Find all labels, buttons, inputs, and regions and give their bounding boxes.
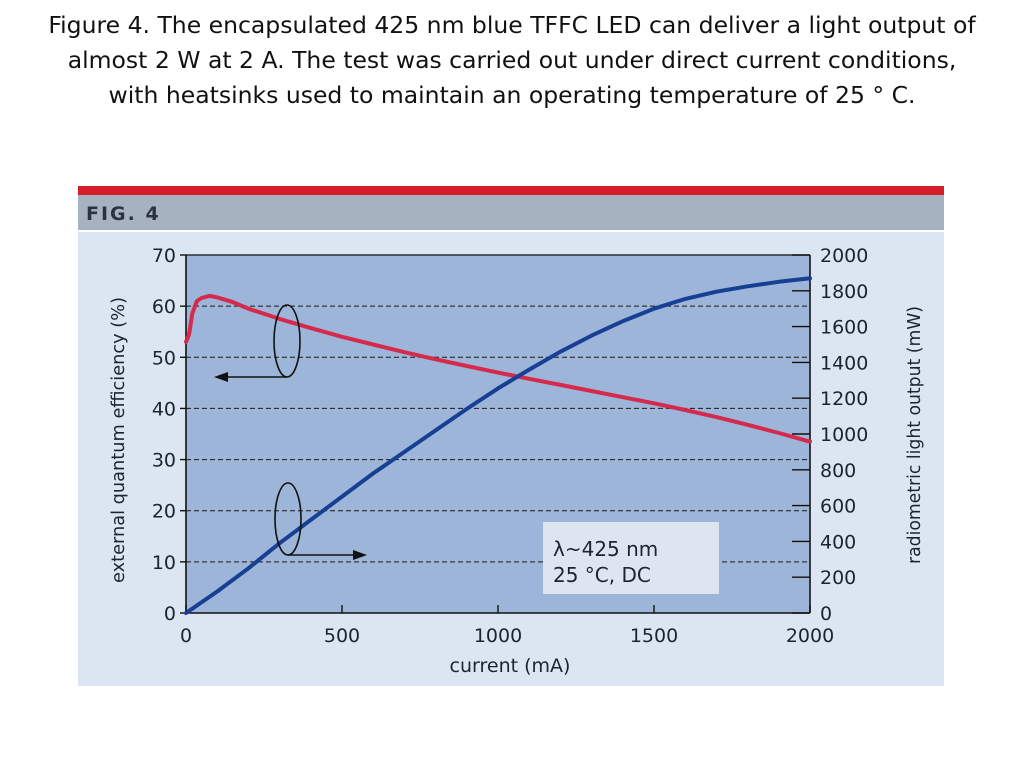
left-tick-label: 60 — [152, 296, 176, 318]
x-axis-label: current (mA) — [450, 655, 571, 677]
figure-caption: Figure 4. The encapsulated 425 nm blue T… — [48, 11, 976, 109]
left-tick-label: 70 — [152, 245, 176, 267]
x-tick-label: 0 — [180, 625, 192, 647]
annotation-line-wavelength: λ~425 nm — [553, 537, 658, 561]
power-series-line — [184, 276, 812, 615]
right-tick-label: 2000 — [820, 245, 868, 267]
left-tick-label: 10 — [152, 552, 176, 574]
right-axis-ticks: 0 200 400 600 800 1000 1200 1400 1600 1800 2000 — [792, 245, 868, 625]
eqe-series-line — [184, 293, 812, 444]
right-tick-label: 1200 — [820, 388, 868, 410]
right-tick-label: 200 — [820, 567, 856, 589]
left-tick-label: 30 — [152, 450, 176, 472]
right-tick-label: 600 — [820, 496, 856, 518]
x-tick-label: 1000 — [474, 625, 522, 647]
left-tick-label: 0 — [164, 603, 176, 625]
right-tick-label: 1400 — [820, 352, 868, 374]
series-lines — [184, 276, 812, 615]
x-tick-label: 2000 — [786, 625, 834, 647]
left-tick-label: 20 — [152, 501, 176, 523]
right-tick-label: 400 — [820, 531, 856, 553]
figure-label: FIG. 4 — [86, 203, 161, 225]
right-tick-label: 1600 — [820, 317, 868, 339]
x-axis-ticks: 0 500 1000 1500 2000 — [180, 605, 834, 647]
power-pointer-arrowhead — [353, 550, 367, 560]
x-tick-label: 1500 — [630, 625, 678, 647]
left-axis-label: external quantum efficiency (%) — [108, 297, 129, 583]
right-tick-label: 1000 — [820, 424, 868, 446]
left-axis-ticks: 0 10 20 30 40 50 60 70 — [152, 245, 186, 625]
power-axis-pointer — [274, 482, 367, 560]
right-tick-label: 1800 — [820, 281, 868, 303]
annotation-line-conditions: 25 °C, DC — [553, 563, 651, 587]
right-tick-label: 0 — [820, 603, 832, 625]
right-tick-label: 800 — [820, 460, 856, 482]
figure-header-gray-band — [78, 194, 944, 230]
left-tick-label: 40 — [152, 398, 176, 420]
eqe-axis-pointer — [214, 304, 301, 382]
left-tick-label: 50 — [152, 347, 176, 369]
figure-header-red-band — [78, 186, 944, 195]
annotation-box — [543, 522, 719, 594]
right-axis-label: radiometric light output (mW) — [904, 306, 925, 564]
x-tick-label: 500 — [324, 625, 360, 647]
eqe-pointer-arrowhead — [214, 372, 228, 382]
